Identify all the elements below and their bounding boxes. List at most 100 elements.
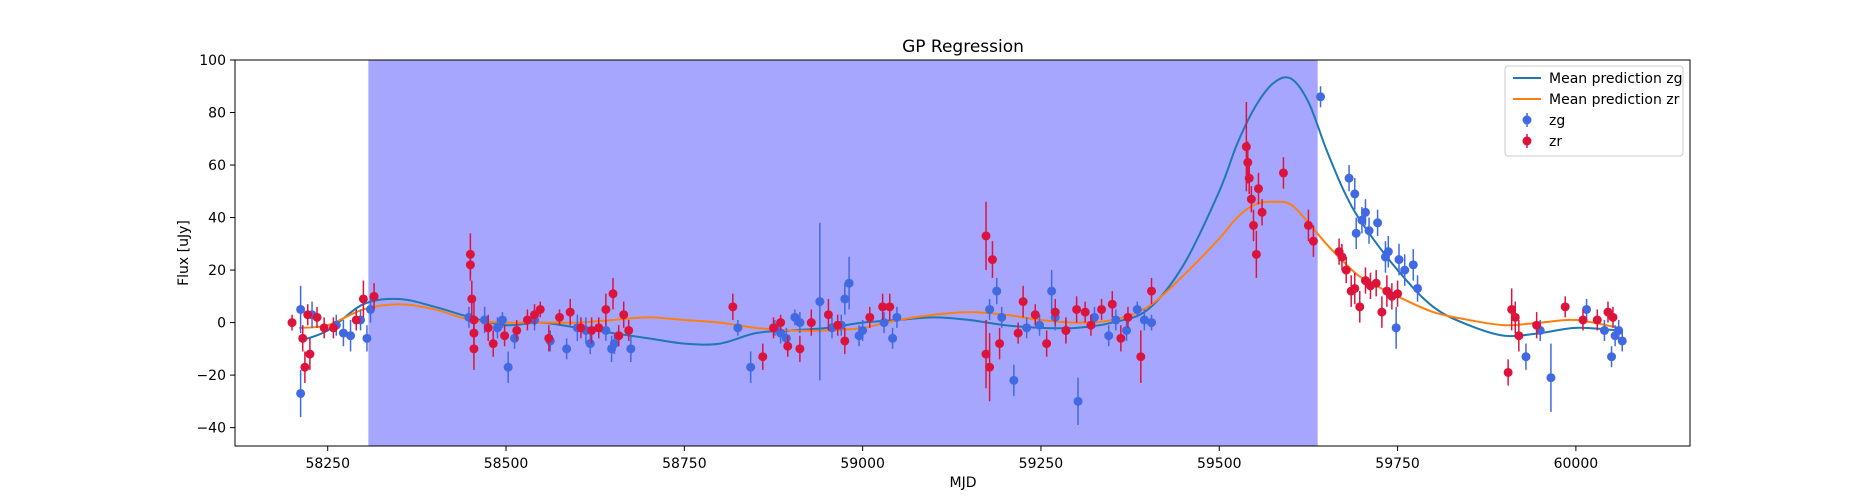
zr-point [1257,199,1267,226]
zr-marker [1243,157,1253,167]
zg-marker [1139,315,1149,325]
zr-point [776,314,786,331]
zr-marker [1278,168,1288,178]
zg-marker [492,323,502,333]
zr-point [1278,157,1288,189]
zg-point [733,319,743,336]
zr-point [601,293,611,326]
zr-point [768,317,778,339]
zr-point [981,319,991,389]
zr-point [823,298,833,331]
zg-marker [815,297,825,307]
zg-marker [1383,247,1393,257]
zg-point [1035,314,1045,336]
zr-marker [1042,339,1052,349]
zr-marker [303,310,313,320]
zg-point [497,312,507,328]
zg-point [1546,343,1556,412]
zr-marker [1097,304,1107,314]
zg-marker [781,333,791,343]
zg-point [858,319,868,341]
zg-point [1607,346,1617,368]
zg-point [992,277,1002,305]
zr-marker [981,231,991,241]
zr-point [300,351,310,383]
legend-label: Mean prediction zr [1549,92,1680,108]
zr-marker [823,310,833,320]
zg-marker [362,333,372,343]
zg-point [1047,270,1057,313]
zr-marker [624,325,634,335]
y-axis-ticks: −40 −20 0 20 40 60 80 100 [196,53,235,437]
zg-marker [1607,352,1617,362]
zr-point [1350,272,1360,305]
zg-marker [296,388,306,398]
zr-marker [981,349,991,359]
zr-point [878,293,888,320]
zg-marker [1132,304,1142,314]
zg-marker [1364,226,1374,236]
zr-point [544,325,554,352]
y-tick-label: 40 [208,211,226,227]
zr-point [1080,301,1090,323]
legend-item: Mean prediction zr [1513,92,1680,108]
zr-marker [469,344,479,354]
zr-marker [985,362,995,372]
zg-marker [1351,228,1361,238]
zr-point [469,327,479,370]
zg-point [1394,243,1404,276]
zg-point [844,256,854,310]
zg-marker [626,344,636,354]
zg-marker [1111,315,1121,325]
zg-point [1073,377,1083,425]
zr-marker [1147,286,1157,296]
zr-marker [1050,307,1060,317]
zr-point [1382,275,1392,307]
zr-marker [1560,302,1570,312]
zr-marker [1246,194,1256,204]
zr-marker [833,320,843,330]
zg-point [1022,317,1032,339]
chart-title: GP Regression [902,37,1024,57]
zg-point [1599,319,1609,341]
zr-marker [555,312,565,322]
zg-marker [795,318,805,328]
zg-point [1350,178,1360,210]
zr-point [1123,306,1133,328]
zr-point [981,201,991,271]
zr-marker [488,339,498,349]
zg-point [1400,254,1410,286]
zg-point [815,222,825,381]
zg-point [346,319,356,352]
zg-point [985,298,995,320]
legend-label: zg [1549,113,1565,129]
zr-marker [483,323,493,333]
zr-marker [1377,307,1387,317]
legend-item: zr [1522,134,1562,150]
zg-marker [497,315,507,325]
zr-marker [565,307,575,317]
zg-marker [1391,323,1401,333]
zr-marker [1030,310,1040,320]
zg-marker [1360,207,1370,217]
legend-item: Mean prediction zg [1513,71,1683,87]
zr-marker [1249,220,1258,230]
zg-point [626,335,636,362]
zr-point [1510,301,1520,334]
zg-point [888,327,898,349]
zr-marker [298,333,308,343]
zg-marker [1521,352,1531,362]
zr-point [995,327,1005,360]
zg-marker [879,318,889,328]
zr-point [1050,298,1060,326]
zg-marker [338,328,348,338]
zg-marker [1089,312,1099,322]
shaded-region [368,60,1318,446]
zg-points-layer [296,86,1627,425]
zr-marker [587,325,597,335]
zr-marker [522,315,532,325]
zg-marker [1316,92,1326,102]
zr-marker [1371,278,1381,288]
zg-marker [985,304,995,314]
